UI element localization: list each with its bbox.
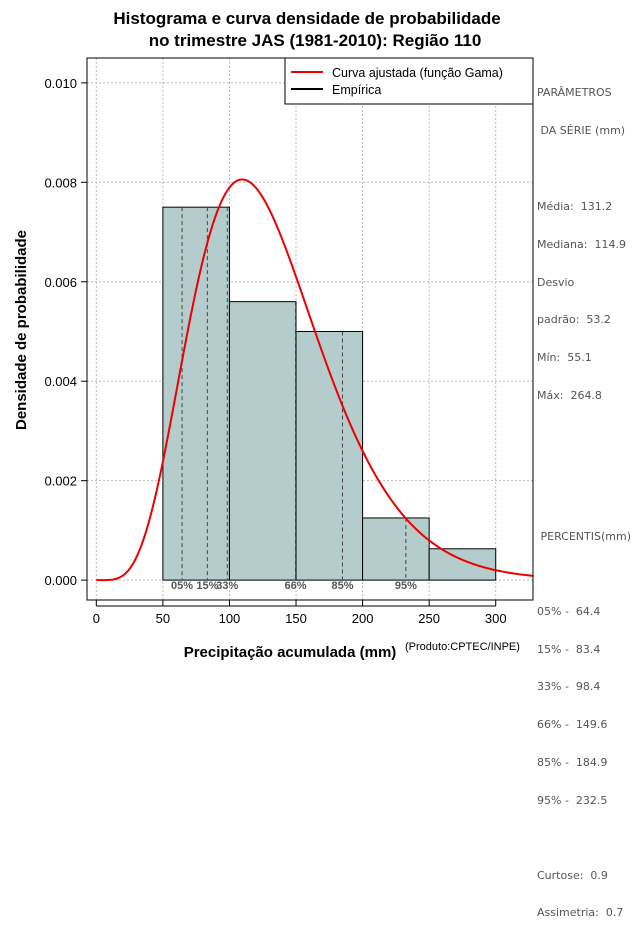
param-curtose: Curtose: 0.9 — [537, 868, 608, 882]
percentile-row: 05% - 64.4 — [537, 604, 601, 618]
histogram-bars — [162, 206, 497, 581]
legend-label-empirical: Empírica — [332, 83, 381, 97]
y-tick-label: 0.002 — [44, 474, 77, 489]
legend: Curva ajustada (função Gama) Empírica — [284, 57, 534, 105]
percentile-row: 85% - 184.9 — [537, 755, 608, 769]
percentile-lines: 05% 15%33% 66% 85% 95% — [171, 207, 417, 592]
param-max: Máx: 264.8 — [537, 388, 602, 402]
x-tick-label: 50 — [156, 611, 170, 626]
x-tick-label: 300 — [485, 611, 507, 626]
percentile-row: 66% - 149.6 — [537, 718, 608, 732]
histogram-bar-1 — [162, 206, 230, 581]
y-tick-label: 0.006 — [44, 275, 77, 290]
percentiles-header: PERCENTIS(mm) — [537, 529, 631, 543]
y-axis: 0.000 0.002 0.004 0.006 0.008 0.010 — [44, 76, 87, 588]
percentile-row: 95% - 232.5 — [537, 793, 608, 807]
x-tick-label: 200 — [352, 611, 374, 626]
x-axis-label: Precipitação acumulada (mm) — [184, 644, 397, 660]
param-assimetria: Assimetria: 0.7 — [537, 906, 624, 920]
y-tick-label: 0.010 — [44, 76, 77, 91]
params-header-2: DA SÉRIE (mm) — [537, 123, 626, 137]
percentile-label-05: 05% — [171, 580, 193, 592]
x-tick-label: 250 — [418, 611, 440, 626]
params-header-1: PARÂMETROS — [537, 86, 612, 100]
x-tick-label: 150 — [285, 611, 307, 626]
product-credit: (Produto:CPTEC/INPE) — [405, 641, 520, 653]
param-desvio-2: padrão: 53.2 — [537, 313, 611, 327]
percentile-label-15: 15% — [196, 580, 218, 592]
histogram-bar-5 — [428, 548, 497, 581]
param-mediana: Mediana: 114.9 — [537, 237, 626, 251]
percentile-label-85: 85% — [331, 580, 353, 592]
y-axis-label: Densidade de probabilidade — [13, 230, 30, 430]
percentile-label-95: 95% — [395, 580, 417, 592]
y-tick-label: 0.000 — [44, 573, 77, 588]
chart-title-line1: Histograma e curva densidade de probabil… — [113, 9, 500, 28]
x-axis: 0 50 100 150 200 250 300 — [93, 600, 507, 626]
histogram-bar-2 — [228, 301, 297, 581]
histogram-bar-4 — [362, 517, 430, 581]
legend-box — [284, 57, 534, 105]
param-media: Média: 131.2 — [537, 199, 613, 213]
percentile-label-66: 66% — [284, 580, 306, 592]
percentile-row: 15% - 83.4 — [537, 642, 601, 656]
legend-label-fit: Curva ajustada (função Gama) — [332, 66, 503, 80]
chart-title-line2: no trimestre JAS (1981-2010): Região 110 — [149, 31, 482, 50]
param-min: Mín: 55.1 — [537, 351, 592, 365]
y-tick-label: 0.008 — [44, 175, 77, 190]
percentile-row: 33% - 98.4 — [537, 680, 601, 694]
y-tick-label: 0.004 — [44, 374, 77, 389]
series-parameters-panel: PARÂMETROS DA SÉRIE (mm) Média: 131.2 Me… — [537, 62, 640, 933]
percentile-label-33: 33% — [216, 580, 238, 592]
param-desvio-1: Desvio — [537, 275, 575, 289]
gamma-fit-curve — [96, 178, 534, 582]
x-tick-label: 0 — [93, 611, 100, 626]
x-tick-label: 100 — [219, 611, 241, 626]
histogram-chart: Histograma e curva densidade de probabil… — [13, 9, 534, 660]
